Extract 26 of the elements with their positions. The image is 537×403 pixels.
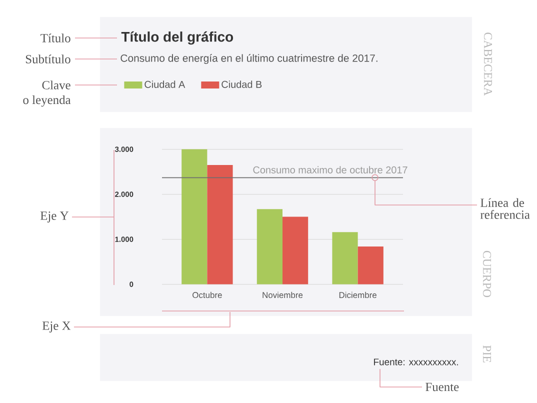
text: o leyenda: [23, 95, 71, 107]
text: Fuente: [426, 382, 459, 392]
text: Eje X: [42, 322, 71, 332]
text: Línea de referencia: [480, 198, 530, 219]
text: PIE: [483, 345, 491, 362]
chart-subtitle: Consumo de energía en el último cuatrimestre de 2017.: [120, 54, 378, 64]
ref-line-label: Consumo maximo de octubre 2017: [253, 166, 408, 174]
text: Subtítulo: [26, 54, 70, 64]
bar: [332, 232, 358, 284]
bar: [207, 165, 233, 284]
source-note: Fuente: xxxxxxxxxx.: [374, 358, 458, 366]
text: Eje Y: [40, 212, 68, 222]
bar: [358, 246, 384, 284]
bar: [282, 216, 308, 284]
legend-label: Ciudad B: [222, 80, 262, 88]
chart-title: Título del gráfico: [121, 31, 234, 45]
text: CABECERA: [484, 32, 492, 96]
text: Clave: [42, 80, 70, 90]
x-tick-label: Octubre: [192, 292, 222, 298]
legend-label: Ciudad A: [144, 80, 186, 88]
bar: [182, 149, 208, 284]
text: CUERPO: [483, 250, 492, 298]
x-tick-label: Diciembre: [339, 292, 376, 298]
x-tick-label: Noviembre: [262, 292, 303, 298]
text: Título: [40, 34, 70, 42]
bar: [256, 209, 282, 284]
